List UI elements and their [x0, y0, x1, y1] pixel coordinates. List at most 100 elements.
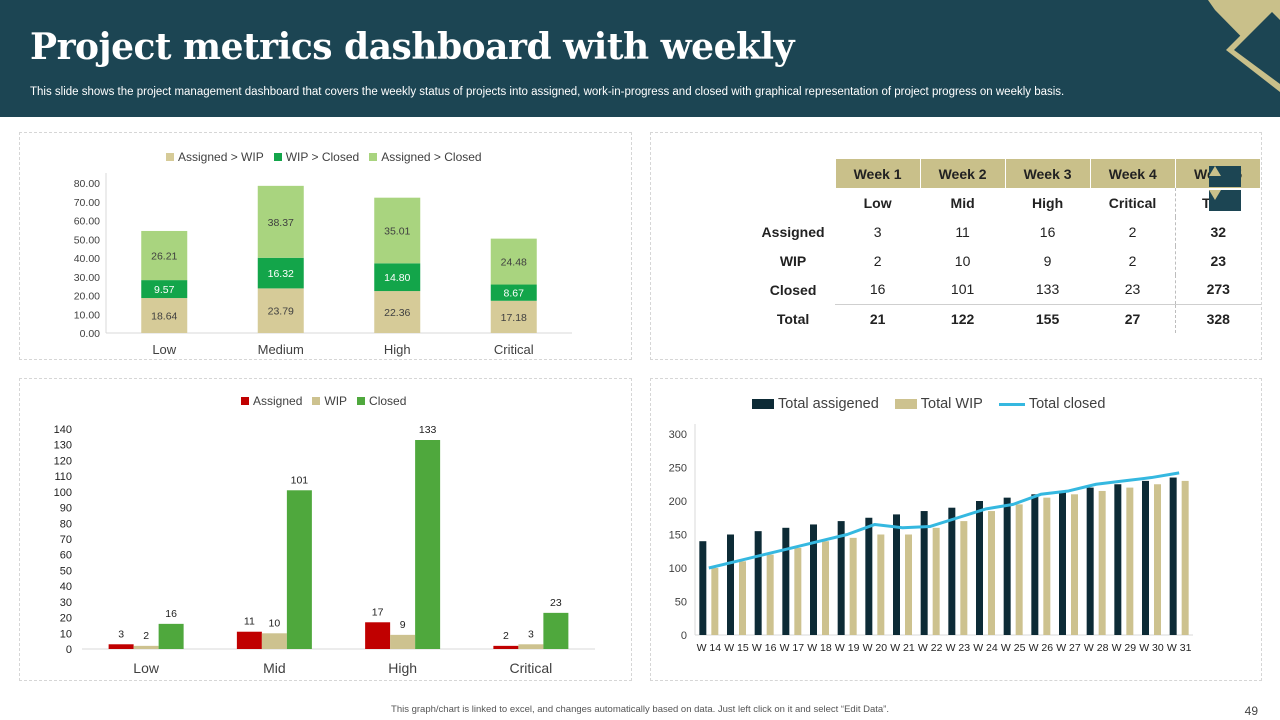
legend-item-wip: WIP: [312, 394, 347, 408]
bar: [1003, 497, 1011, 635]
data-label: 17.18: [501, 312, 527, 324]
legend-item-total-wip: Total WIP: [894, 396, 983, 412]
x-tick-label: High: [388, 660, 417, 676]
data-label: 26.21: [151, 251, 177, 263]
bar: [415, 440, 441, 649]
table-cell: 11: [955, 223, 970, 240]
legend-swatch: [166, 153, 174, 161]
bar: [948, 507, 956, 635]
table-cell: 2: [873, 252, 882, 269]
bar-segment: [374, 291, 421, 333]
table-subheader-row: Low Mid High Critical Total: [751, 188, 1261, 217]
bar: [158, 623, 184, 649]
bar: [1126, 487, 1134, 635]
y-tick-label: 0: [66, 644, 72, 656]
legend-swatch: [357, 397, 366, 405]
bar: [905, 534, 912, 635]
legend-swatch: [998, 402, 1025, 406]
data-label: 16.32: [268, 268, 294, 280]
y-tick-label: 50.00: [74, 234, 100, 246]
stacked-bar-panel: Assigned > WIP WIP > Closed Assigned > C…: [19, 132, 632, 360]
bar: [865, 517, 873, 635]
bar: [766, 554, 774, 635]
x-tick-label: W 15: [724, 642, 749, 654]
x-tick-label: W 14: [697, 642, 722, 654]
bar-segment: [141, 280, 188, 299]
data-label: 2: [503, 630, 509, 642]
scroll-up-button[interactable]: [1209, 166, 1241, 187]
bar: [543, 612, 569, 649]
bar: [1142, 480, 1149, 635]
table-cell: 21: [869, 310, 886, 327]
table-cell: 32: [1210, 223, 1227, 240]
bar-segment: [490, 238, 537, 285]
bar: [1031, 494, 1039, 635]
row-label: Assigned: [761, 223, 825, 240]
table-row: Closed 16 101 133 23 273: [751, 275, 1261, 305]
data-label: 9: [400, 619, 406, 631]
scroll-down-button[interactable]: [1209, 190, 1241, 211]
y-tick-label: 50: [675, 597, 687, 609]
bar-segment: [141, 298, 188, 333]
table-header: Week 2: [920, 159, 1006, 188]
table-cell: 122: [950, 310, 975, 327]
x-tick-label: Mid: [263, 660, 286, 676]
x-tick-label: Critical: [509, 660, 552, 676]
bar: [1071, 494, 1078, 635]
x-tick-label: W 21: [890, 642, 915, 654]
y-tick-label: 300: [669, 429, 687, 441]
data-label: 38.37: [268, 217, 294, 229]
y-tick-label: 200: [669, 496, 687, 508]
legend-swatch: [273, 153, 282, 161]
bar: [849, 537, 857, 635]
bar: [1043, 497, 1051, 635]
bar: [727, 534, 734, 635]
legend-item-assigned-wip: Assigned > WIP: [166, 150, 264, 164]
y-tick-label: 80: [60, 518, 72, 530]
table-cell: 328: [1206, 310, 1230, 327]
x-tick-label: W 25: [1001, 642, 1026, 654]
data-label: 8.67: [504, 288, 525, 300]
row-label: Total: [776, 310, 810, 327]
y-tick-label: 40: [60, 581, 72, 593]
y-tick-label: 80.00: [74, 178, 100, 190]
triangle-up-icon: [1209, 166, 1221, 176]
bar-segment: [257, 257, 304, 289]
table-cell: 16: [1039, 223, 1056, 240]
bar-segment: [490, 300, 537, 333]
y-tick-label: 60: [60, 550, 72, 562]
y-tick-label: 90: [60, 503, 72, 515]
bar: [261, 633, 287, 649]
table-cell: 101: [920, 275, 1006, 305]
bar: [960, 521, 968, 635]
y-tick-label: 0: [681, 630, 687, 642]
bar: [739, 561, 746, 635]
y-tick-label: 20.00: [74, 291, 100, 303]
bar: [1059, 490, 1066, 635]
legend-item-total-closed: Total closed: [998, 396, 1105, 412]
x-tick-label: W 23: [946, 642, 971, 654]
table-cell: 2: [1090, 246, 1176, 275]
table-cell: 3: [873, 223, 882, 240]
legend-label: Assigned > Closed: [381, 150, 482, 164]
y-tick-label: 110: [54, 471, 72, 483]
x-tick-label: W 17: [780, 642, 805, 654]
table-subheader: Critical: [1090, 188, 1176, 217]
data-label: 3: [528, 628, 534, 640]
data-label: 17: [372, 606, 384, 618]
y-tick-label: 100: [669, 563, 687, 575]
bar: [877, 534, 885, 635]
data-label: 14.80: [384, 272, 410, 284]
bar: [711, 568, 719, 635]
stacked-legend: Assigned > WIP WIP > Closed Assigned > C…: [166, 150, 482, 164]
legend-label: Total WIP: [920, 396, 983, 412]
y-tick-label: 20: [60, 613, 72, 625]
bar: [893, 514, 900, 635]
bar: [1181, 480, 1189, 635]
legend-label: Assigned: [253, 394, 303, 408]
header-banner: Project metrics dashboard with weekly Th…: [0, 0, 1280, 117]
grouped-legend: Assigned WIP Closed: [241, 394, 406, 408]
data-label: 133: [419, 424, 437, 436]
x-tick-label: W 19: [835, 642, 860, 654]
